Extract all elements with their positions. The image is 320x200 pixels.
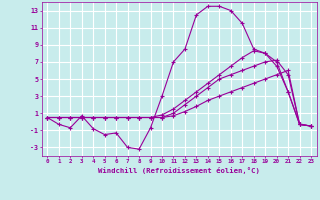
X-axis label: Windchill (Refroidissement éolien,°C): Windchill (Refroidissement éolien,°C) xyxy=(98,167,260,174)
